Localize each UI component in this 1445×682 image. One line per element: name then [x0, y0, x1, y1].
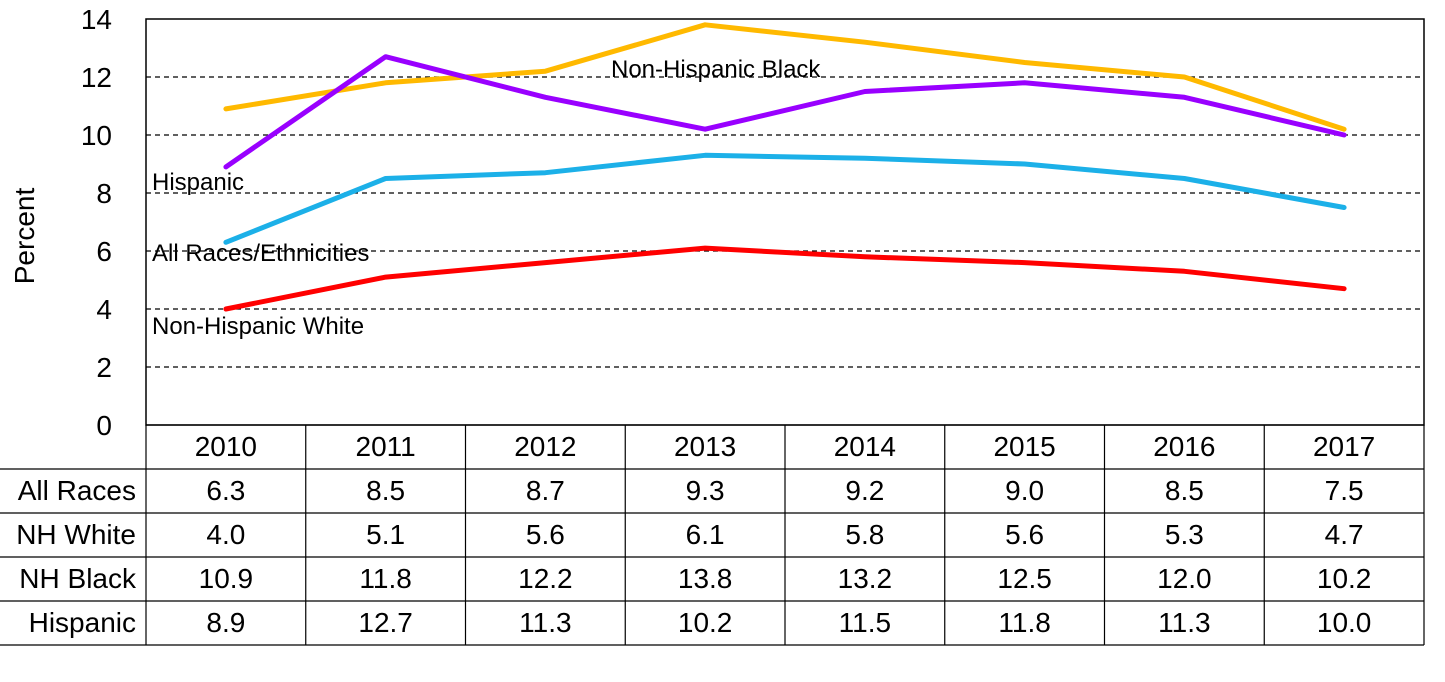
- table-cell-value: 6.1: [686, 519, 725, 550]
- series-labels: All Races/Ethnicities Non-Hispanic White N…: [152, 56, 821, 340]
- table-cell-value: 8.7: [526, 475, 565, 506]
- table-cell-value: 5.3: [1165, 519, 1204, 550]
- series-line: [223, 152, 1347, 245]
- table-cell-value: 12.7: [358, 607, 413, 638]
- series-line: [223, 245, 1347, 312]
- x-tick-label: 2016: [1153, 431, 1215, 462]
- table-cell-value: 8.9: [206, 607, 245, 638]
- table-cell-value: 5.1: [366, 519, 405, 550]
- plot-border: [145, 18, 1425, 426]
- series-line: [223, 22, 1347, 132]
- table-row-label: Hispanic: [29, 607, 136, 638]
- table-cell-value: 13.2: [838, 563, 893, 594]
- y-tick-label: 14: [81, 4, 112, 35]
- series-label: Non-Hispanic Black: [611, 56, 821, 83]
- y-tick-label: 8: [96, 178, 112, 209]
- table-row-label: NH Black: [19, 563, 137, 594]
- table-cell-value: 11.8: [998, 607, 1050, 638]
- y-tick-label: 0: [96, 410, 112, 441]
- gridlines: [146, 76, 1424, 368]
- table-cell-value: 12.5: [997, 563, 1052, 594]
- y-tick-label: 6: [96, 236, 112, 267]
- table-cell-value: 7.5: [1325, 475, 1364, 506]
- series-line: [223, 54, 1347, 170]
- table-cell-value: 5.8: [845, 519, 884, 550]
- x-tick-label: 2011: [356, 431, 416, 462]
- table-cell-value: 10.9: [199, 563, 254, 594]
- table-cell-value: 12.2: [518, 563, 573, 594]
- table-cell-value: 6.3: [206, 475, 245, 506]
- table-cell-value: 9.3: [686, 475, 725, 506]
- series-label: All Races/Ethnicities: [152, 240, 369, 267]
- series-label: Hispanic: [152, 169, 244, 196]
- table-cell-value: 10.2: [1317, 563, 1372, 594]
- table-cell-value: 11.5: [839, 607, 891, 638]
- x-tick-label: 2017: [1313, 431, 1375, 462]
- series-label: Non-Hispanic White: [152, 313, 364, 340]
- table-cell-value: 11.8: [359, 563, 411, 594]
- table-cell-value: 9.0: [1005, 475, 1044, 506]
- y-tick-label: 4: [96, 294, 112, 325]
- y-tick-label: 10: [81, 120, 112, 151]
- table-cell-value: 5.6: [1005, 519, 1044, 550]
- y-tick-label: 12: [81, 62, 112, 93]
- table-cell-value: 9.2: [845, 475, 884, 506]
- table-row-label: NH White: [16, 519, 136, 550]
- table-cell-value: 5.6: [526, 519, 565, 550]
- table-row-label: All Races: [18, 475, 136, 506]
- table-cell-value: 8.5: [1165, 475, 1204, 506]
- table-cell-value: 11.3: [519, 607, 571, 638]
- x-tick-label: 2014: [834, 431, 896, 462]
- x-tick-label: 2012: [514, 431, 576, 462]
- table-cell-value: 13.8: [678, 563, 733, 594]
- data-table: 2010 2011 2012 2013 2014 2015 2016 2017 All Race…: [0, 424, 1425, 646]
- y-tick-labels: 0 2 4 6 8 10 12 14: [81, 4, 112, 441]
- x-tick-label: 2015: [993, 431, 1055, 462]
- table-cell-value: 10.0: [1317, 607, 1372, 638]
- table-cell-value: 4.0: [206, 519, 245, 550]
- y-tick-label: 2: [96, 352, 112, 383]
- y-axis-label: Percent: [9, 188, 40, 285]
- table-cell-value: 8.5: [366, 475, 405, 506]
- x-tick-label: 2013: [674, 431, 736, 462]
- table-cell-value: 4.7: [1325, 519, 1364, 550]
- table-cell-value: 11.3: [1158, 607, 1210, 638]
- table-cell-value: 12.0: [1157, 563, 1212, 594]
- table-cell-value: 10.2: [678, 607, 733, 638]
- x-tick-label: 2010: [195, 431, 257, 462]
- series-lines: [223, 22, 1347, 312]
